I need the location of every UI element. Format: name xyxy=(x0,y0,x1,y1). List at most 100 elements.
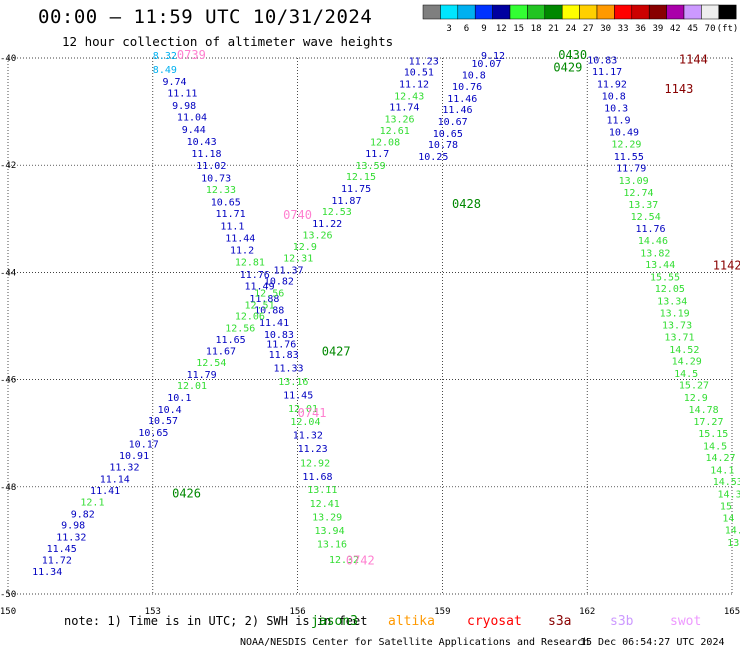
swh-value: 9.74 xyxy=(162,77,186,88)
swh-value: 12.56 xyxy=(254,289,284,300)
colorbar-label: 15 xyxy=(513,24,524,34)
swh-value: 12.56 xyxy=(225,323,255,334)
swh-value: 11.23 xyxy=(298,444,328,455)
legend-altika: altika xyxy=(388,614,435,629)
colorbar-swatch xyxy=(666,4,685,20)
swh-value: 13.09 xyxy=(619,176,649,187)
colorbar-label: 33 xyxy=(618,24,629,34)
legend-s3b: s3b xyxy=(610,614,634,629)
track-time-label: 0429 xyxy=(553,60,582,74)
colorbar-label: 18 xyxy=(531,24,542,34)
swh-value: 11.1 xyxy=(220,222,244,233)
colorbar-swatch xyxy=(561,4,580,20)
swh-value: 11.46 xyxy=(442,105,472,116)
swh-value: 11.32 xyxy=(109,463,139,474)
swh-value: 17.27 xyxy=(693,417,723,428)
swh-value: 11.68 xyxy=(302,472,332,483)
colorbar-swatch xyxy=(440,4,459,20)
swh-value: 13.11 xyxy=(307,485,337,496)
swh-value: 14 xyxy=(722,514,734,525)
swh-value: 11.45 xyxy=(283,390,313,401)
swh-value: 11.87 xyxy=(331,196,361,207)
swh-value: 11.65 xyxy=(216,335,246,346)
swh-value: 11.7 xyxy=(365,149,389,160)
legend-swot: swot xyxy=(670,614,701,629)
colorbar-swatch xyxy=(492,4,511,20)
track-time-label: 0430 xyxy=(558,48,587,62)
swh-value: 14.1 xyxy=(710,465,734,476)
colorbar-swatch xyxy=(631,4,650,20)
swh-value: 8.32 xyxy=(153,51,177,62)
swh-value: 13.26 xyxy=(302,231,332,242)
footer-timestamp: 15 Dec 06:54:27 UTC 2024 xyxy=(580,637,725,648)
colorbar-label: 45 xyxy=(687,24,698,34)
swh-value: 14.5 xyxy=(703,441,727,452)
y-tick-label: -42 xyxy=(0,161,16,171)
swh-value: 13.37 xyxy=(628,200,658,211)
swh-value: 11.12 xyxy=(399,79,429,90)
track-time-label: 0742 xyxy=(346,554,375,568)
colorbar-label: 6 xyxy=(464,24,469,34)
swh-value: 11.67 xyxy=(206,346,236,357)
swh-value: 10.73 xyxy=(201,173,231,184)
swh-value: 12.08 xyxy=(370,137,400,148)
colorbar-swatch xyxy=(648,4,667,20)
swh-value: 13.73 xyxy=(662,321,692,332)
swh-value: 14.5 xyxy=(674,369,698,380)
swh-value: 12.9 xyxy=(293,242,317,253)
swh-value: 11.76 xyxy=(635,224,665,235)
swh-value: 13.71 xyxy=(664,332,694,343)
colorbar-swatch xyxy=(457,4,476,20)
y-tick-label: -40 xyxy=(0,54,16,64)
colorbar-label: 36 xyxy=(635,24,646,34)
legend-cryosat: cryosat xyxy=(467,614,522,629)
colorbar-swatch xyxy=(683,4,702,20)
swh-value: 13.16 xyxy=(278,377,308,388)
swh-value: 11.17 xyxy=(592,67,622,78)
swh-value: 10.1 xyxy=(167,393,191,404)
swh-value: 11.02 xyxy=(196,161,226,172)
swh-value: 12.54 xyxy=(631,212,661,223)
swh-value: 12.29 xyxy=(611,140,641,151)
y-tick-label: -48 xyxy=(0,483,16,493)
swh-value: 11.76 xyxy=(266,339,296,350)
swh-value: 12.41 xyxy=(310,499,340,510)
swh-value: 10.76 xyxy=(452,82,482,93)
colorbar-swatch xyxy=(579,4,598,20)
swh-value: 13.94 xyxy=(314,526,344,537)
colorbar-swatch xyxy=(614,4,633,20)
footer-note: note: 1) Time is in UTC; 2) SWH is in fe… xyxy=(64,614,367,628)
swh-value: 11.32 xyxy=(56,532,86,543)
swh-value: 12.06 xyxy=(235,312,265,323)
swh-value: 10.57 xyxy=(148,416,178,427)
swh-value: 11.22 xyxy=(312,219,342,230)
swh-value: 13.19 xyxy=(660,308,690,319)
swh-value: 11.33 xyxy=(273,364,303,375)
colorbar-swatch xyxy=(509,4,528,20)
colorbar-label: 3 xyxy=(446,24,451,34)
swh-value: 11.2 xyxy=(230,246,254,257)
swh-value: 12.53 xyxy=(322,207,352,218)
colorbar-swatch xyxy=(422,4,441,20)
track-time-label: 0428 xyxy=(452,197,481,211)
swh-value: 13.26 xyxy=(384,114,414,125)
swh-value: 12.54 xyxy=(196,358,226,369)
colorbar-swatch xyxy=(544,4,563,20)
swh-value: 14.8 xyxy=(725,525,740,536)
colorbar-swatch xyxy=(718,4,737,20)
swh-value: 9.98 xyxy=(61,521,85,532)
swh-value: 10.4 xyxy=(158,405,182,416)
swh-value: 13.9 xyxy=(727,538,740,549)
swh-value: 10.43 xyxy=(187,137,217,148)
swh-value: 11.92 xyxy=(597,79,627,90)
track-time-label: 0426 xyxy=(172,487,201,501)
swh-value: 11.37 xyxy=(273,265,303,276)
swh-value: 11.79 xyxy=(187,370,217,381)
legend-s3a: s3a xyxy=(548,614,571,629)
swh-value: 10.8 xyxy=(462,70,486,81)
swh-value: 11.88 xyxy=(249,294,279,305)
swh-value: 8.49 xyxy=(153,65,177,76)
y-tick-label: -44 xyxy=(0,268,16,278)
swh-value: 10.91 xyxy=(119,451,149,462)
swh-value: 11.44 xyxy=(225,233,255,244)
